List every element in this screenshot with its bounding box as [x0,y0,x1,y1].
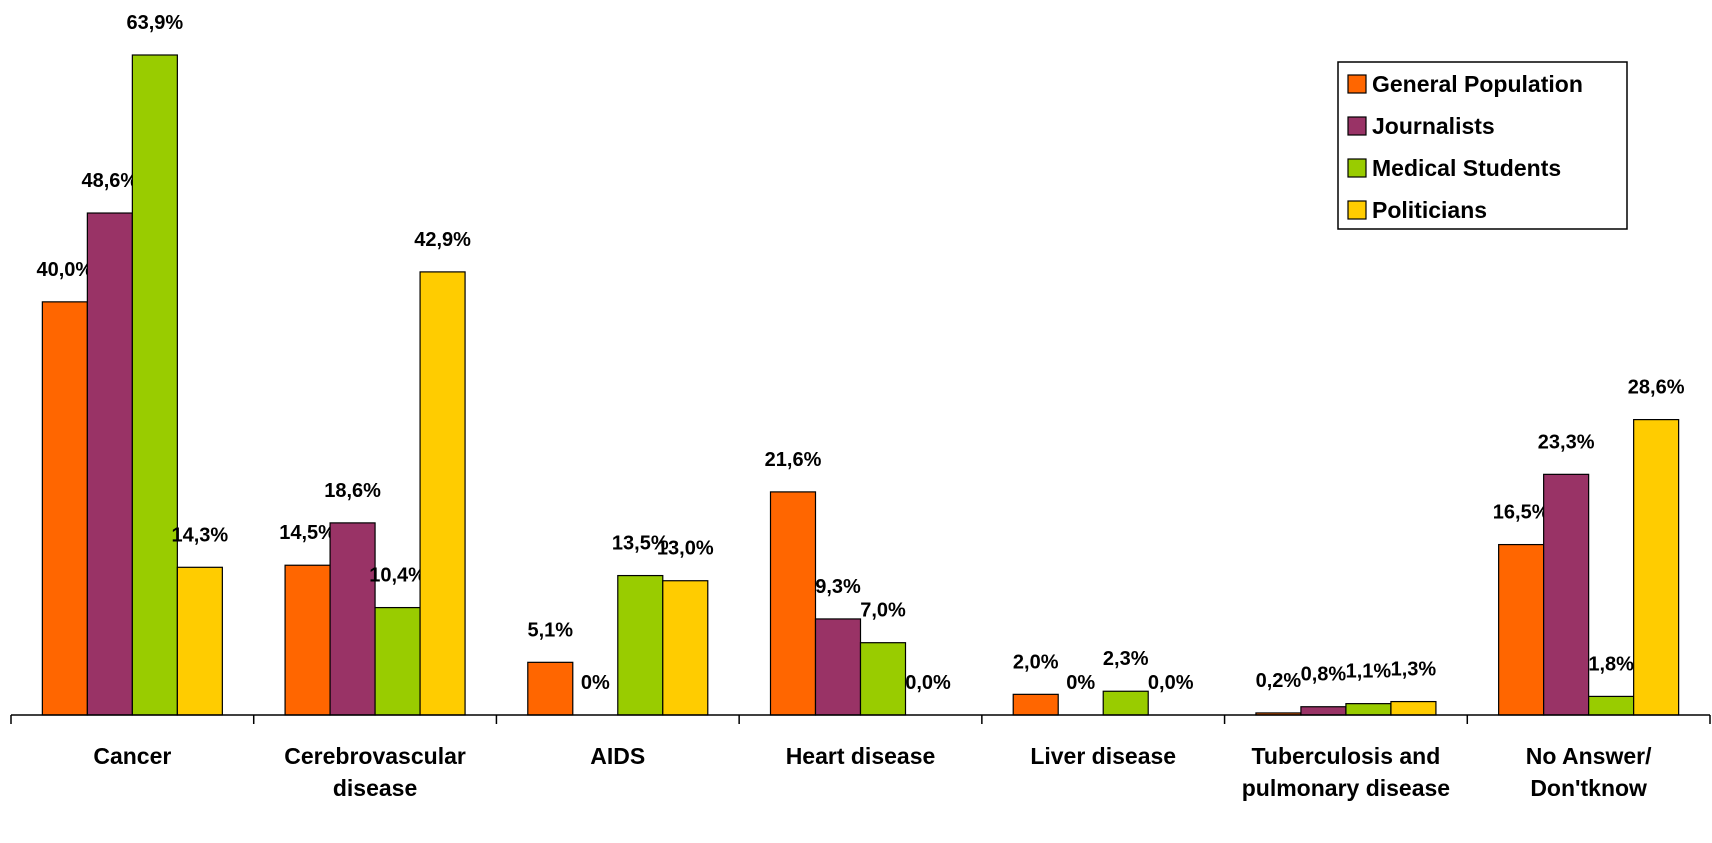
bar [662,580,709,716]
bar [859,642,907,716]
x-tick-label: Liver disease [1030,743,1177,769]
data-label: 0,8% [1301,664,1347,686]
bar [86,212,133,716]
bar [1345,703,1392,716]
bar [1300,706,1347,716]
bar [374,606,421,716]
bar [769,491,817,716]
bar [617,574,664,716]
bar [1588,695,1635,716]
legend-box [1337,61,1628,230]
data-label: 1,3% [1391,659,1437,681]
data-label: 16,5% [1493,502,1550,524]
bar [1633,419,1680,716]
data-label: 10,4% [369,565,426,587]
bar [41,301,88,716]
data-label: 7,0% [860,600,906,622]
legend-swatch [1347,158,1367,178]
bar [1390,700,1437,716]
data-label: 0% [581,672,610,694]
data-label: 23,3% [1538,431,1595,453]
data-label: 13,0% [657,538,714,560]
data-label: 2,3% [1103,648,1149,670]
data-label: 14,3% [171,524,228,546]
bar [814,618,862,716]
data-label: 63,9% [126,12,183,34]
x-tick-label: AIDS [590,743,646,769]
bar [1102,690,1149,716]
bar [419,271,466,716]
x-tick-label: Cerebrovascular disease [284,743,466,801]
bar [284,564,331,716]
legend-swatch [1347,200,1367,220]
data-label: 14,5% [279,522,336,544]
x-tick-label: Cancer [93,743,172,769]
data-label: 9,3% [815,576,861,598]
data-label: 2,0% [1013,651,1059,673]
data-label: 0% [1066,672,1095,694]
data-label: 5,1% [527,619,573,641]
data-label: 42,9% [414,229,471,251]
bar [1543,473,1590,716]
x-tick-label: Tuberculosis and pulmonary disease [1241,743,1451,801]
data-label: 1,8% [1588,653,1634,675]
data-label: 0,2% [1256,670,1302,692]
data-label: 18,6% [324,480,381,502]
bar [1012,693,1059,716]
legend-label: General Population [1372,71,1583,97]
data-label: 21,6% [765,449,822,471]
legend-swatch [1347,116,1367,136]
bar [527,661,574,716]
legend-label: Politicians [1372,197,1487,223]
bar [1498,543,1545,716]
data-label: 0,0% [1148,672,1194,694]
data-label: 28,6% [1628,377,1685,399]
legend-label: Journalists [1372,113,1495,139]
bar [176,566,223,716]
data-label: 13,5% [612,533,669,555]
data-label: 0,0% [905,672,951,694]
data-label: 48,6% [81,170,138,192]
data-label: 1,1% [1346,661,1392,683]
legend-label: Medical Students [1372,155,1561,181]
x-tick-label: Heart disease [785,743,936,769]
legend-swatch [1347,74,1367,94]
bar [329,522,376,716]
bar [131,54,178,716]
x-tick-label: No Answer/ Don'tknow [1525,743,1652,801]
data-label: 40,0% [36,259,93,281]
